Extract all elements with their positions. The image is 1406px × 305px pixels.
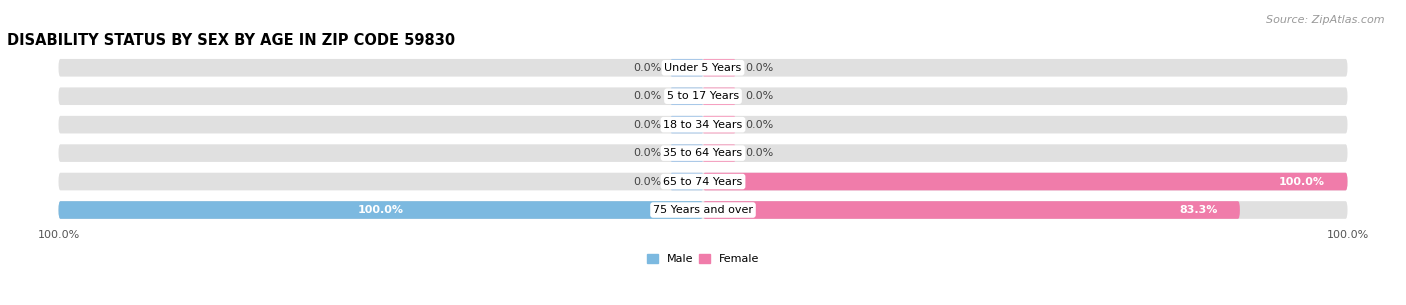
- FancyBboxPatch shape: [59, 173, 1347, 190]
- FancyBboxPatch shape: [703, 88, 735, 105]
- Text: 83.3%: 83.3%: [1180, 205, 1218, 215]
- FancyBboxPatch shape: [59, 144, 1347, 162]
- Text: 0.0%: 0.0%: [633, 91, 661, 101]
- Text: Source: ZipAtlas.com: Source: ZipAtlas.com: [1267, 15, 1385, 25]
- Text: 0.0%: 0.0%: [745, 91, 773, 101]
- FancyBboxPatch shape: [703, 173, 1347, 190]
- Text: Under 5 Years: Under 5 Years: [665, 63, 741, 73]
- FancyBboxPatch shape: [59, 201, 703, 219]
- FancyBboxPatch shape: [59, 201, 1347, 219]
- FancyBboxPatch shape: [671, 59, 703, 77]
- Text: 5 to 17 Years: 5 to 17 Years: [666, 91, 740, 101]
- FancyBboxPatch shape: [59, 88, 1347, 105]
- Text: DISABILITY STATUS BY SEX BY AGE IN ZIP CODE 59830: DISABILITY STATUS BY SEX BY AGE IN ZIP C…: [7, 33, 456, 48]
- FancyBboxPatch shape: [671, 144, 703, 162]
- Text: 0.0%: 0.0%: [745, 63, 773, 73]
- FancyBboxPatch shape: [703, 59, 735, 77]
- FancyBboxPatch shape: [59, 116, 1347, 134]
- FancyBboxPatch shape: [671, 173, 703, 190]
- Text: 0.0%: 0.0%: [633, 177, 661, 187]
- FancyBboxPatch shape: [59, 59, 1347, 77]
- Text: 0.0%: 0.0%: [745, 148, 773, 158]
- FancyBboxPatch shape: [671, 88, 703, 105]
- Legend: Male, Female: Male, Female: [643, 249, 763, 269]
- FancyBboxPatch shape: [703, 116, 735, 134]
- Text: 65 to 74 Years: 65 to 74 Years: [664, 177, 742, 187]
- Text: 0.0%: 0.0%: [633, 148, 661, 158]
- Text: 18 to 34 Years: 18 to 34 Years: [664, 120, 742, 130]
- Text: 35 to 64 Years: 35 to 64 Years: [664, 148, 742, 158]
- FancyBboxPatch shape: [703, 201, 1240, 219]
- Text: 0.0%: 0.0%: [633, 63, 661, 73]
- Text: 0.0%: 0.0%: [633, 120, 661, 130]
- FancyBboxPatch shape: [671, 116, 703, 134]
- Text: 100.0%: 100.0%: [357, 205, 404, 215]
- FancyBboxPatch shape: [703, 144, 735, 162]
- Text: 100.0%: 100.0%: [1279, 177, 1324, 187]
- Text: 75 Years and over: 75 Years and over: [652, 205, 754, 215]
- Text: 0.0%: 0.0%: [745, 120, 773, 130]
